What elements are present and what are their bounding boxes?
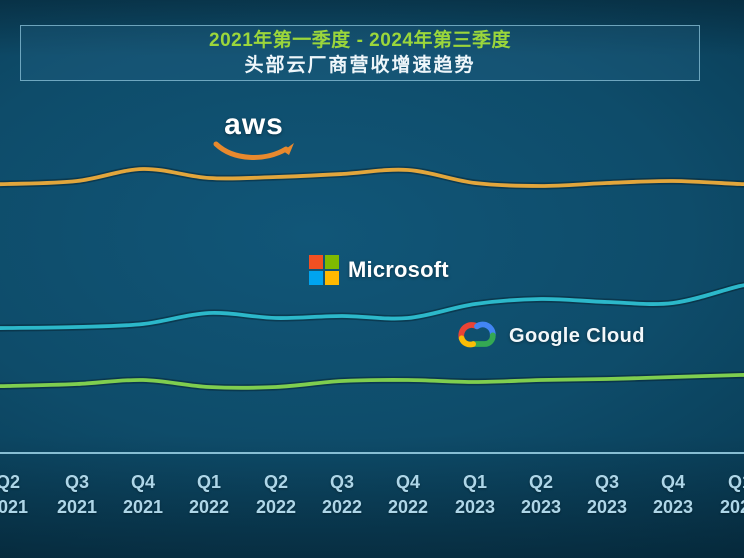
chart-date-range: 2021年第一季度 - 2024年第三季度 (209, 29, 511, 51)
google-cloud-logo-text: Google Cloud (509, 324, 645, 347)
x-axis-label: Q4 2022 (387, 472, 429, 517)
x-axis-label: Q22021 (0, 472, 29, 517)
x-axis-label: Q3 2023 (586, 472, 628, 517)
aws-logo: aws (212, 110, 296, 169)
aws-smile-icon (212, 140, 296, 169)
x-axis-label: Q4 2021 (122, 472, 164, 517)
x-axis-line (0, 452, 744, 454)
series-line-AWS (0, 167, 744, 188)
x-axis-label: Q2 2022 (255, 472, 297, 517)
google-cloud-logo: Google Cloud (453, 317, 645, 355)
microsoft-squares-icon (309, 255, 339, 285)
x-axis-label: Q12024 (719, 472, 744, 517)
x-axis-label: Q3 2022 (321, 472, 363, 517)
microsoft-logo-text: Microsoft (348, 257, 449, 282)
aws-logo-text: aws (224, 108, 284, 141)
google-cloud-icon (453, 317, 499, 355)
chart-title-box: 2021年第一季度 - 2024年第三季度 头部云厂商营收增速趋势 (20, 25, 700, 81)
x-axis-label: Q4 2023 (652, 472, 694, 517)
microsoft-logo: Microsoft (309, 255, 449, 285)
x-axis-label: Q3 2021 (56, 472, 98, 517)
series-line-Microsoft (0, 283, 744, 330)
series-line-Google Cloud (0, 373, 744, 390)
x-axis-label: Q1 2023 (454, 472, 496, 517)
x-axis-label: Q1 2022 (188, 472, 230, 517)
x-axis-label: Q2 2023 (520, 472, 562, 517)
chart-title: 头部云厂商营收增速趋势 (244, 54, 476, 76)
